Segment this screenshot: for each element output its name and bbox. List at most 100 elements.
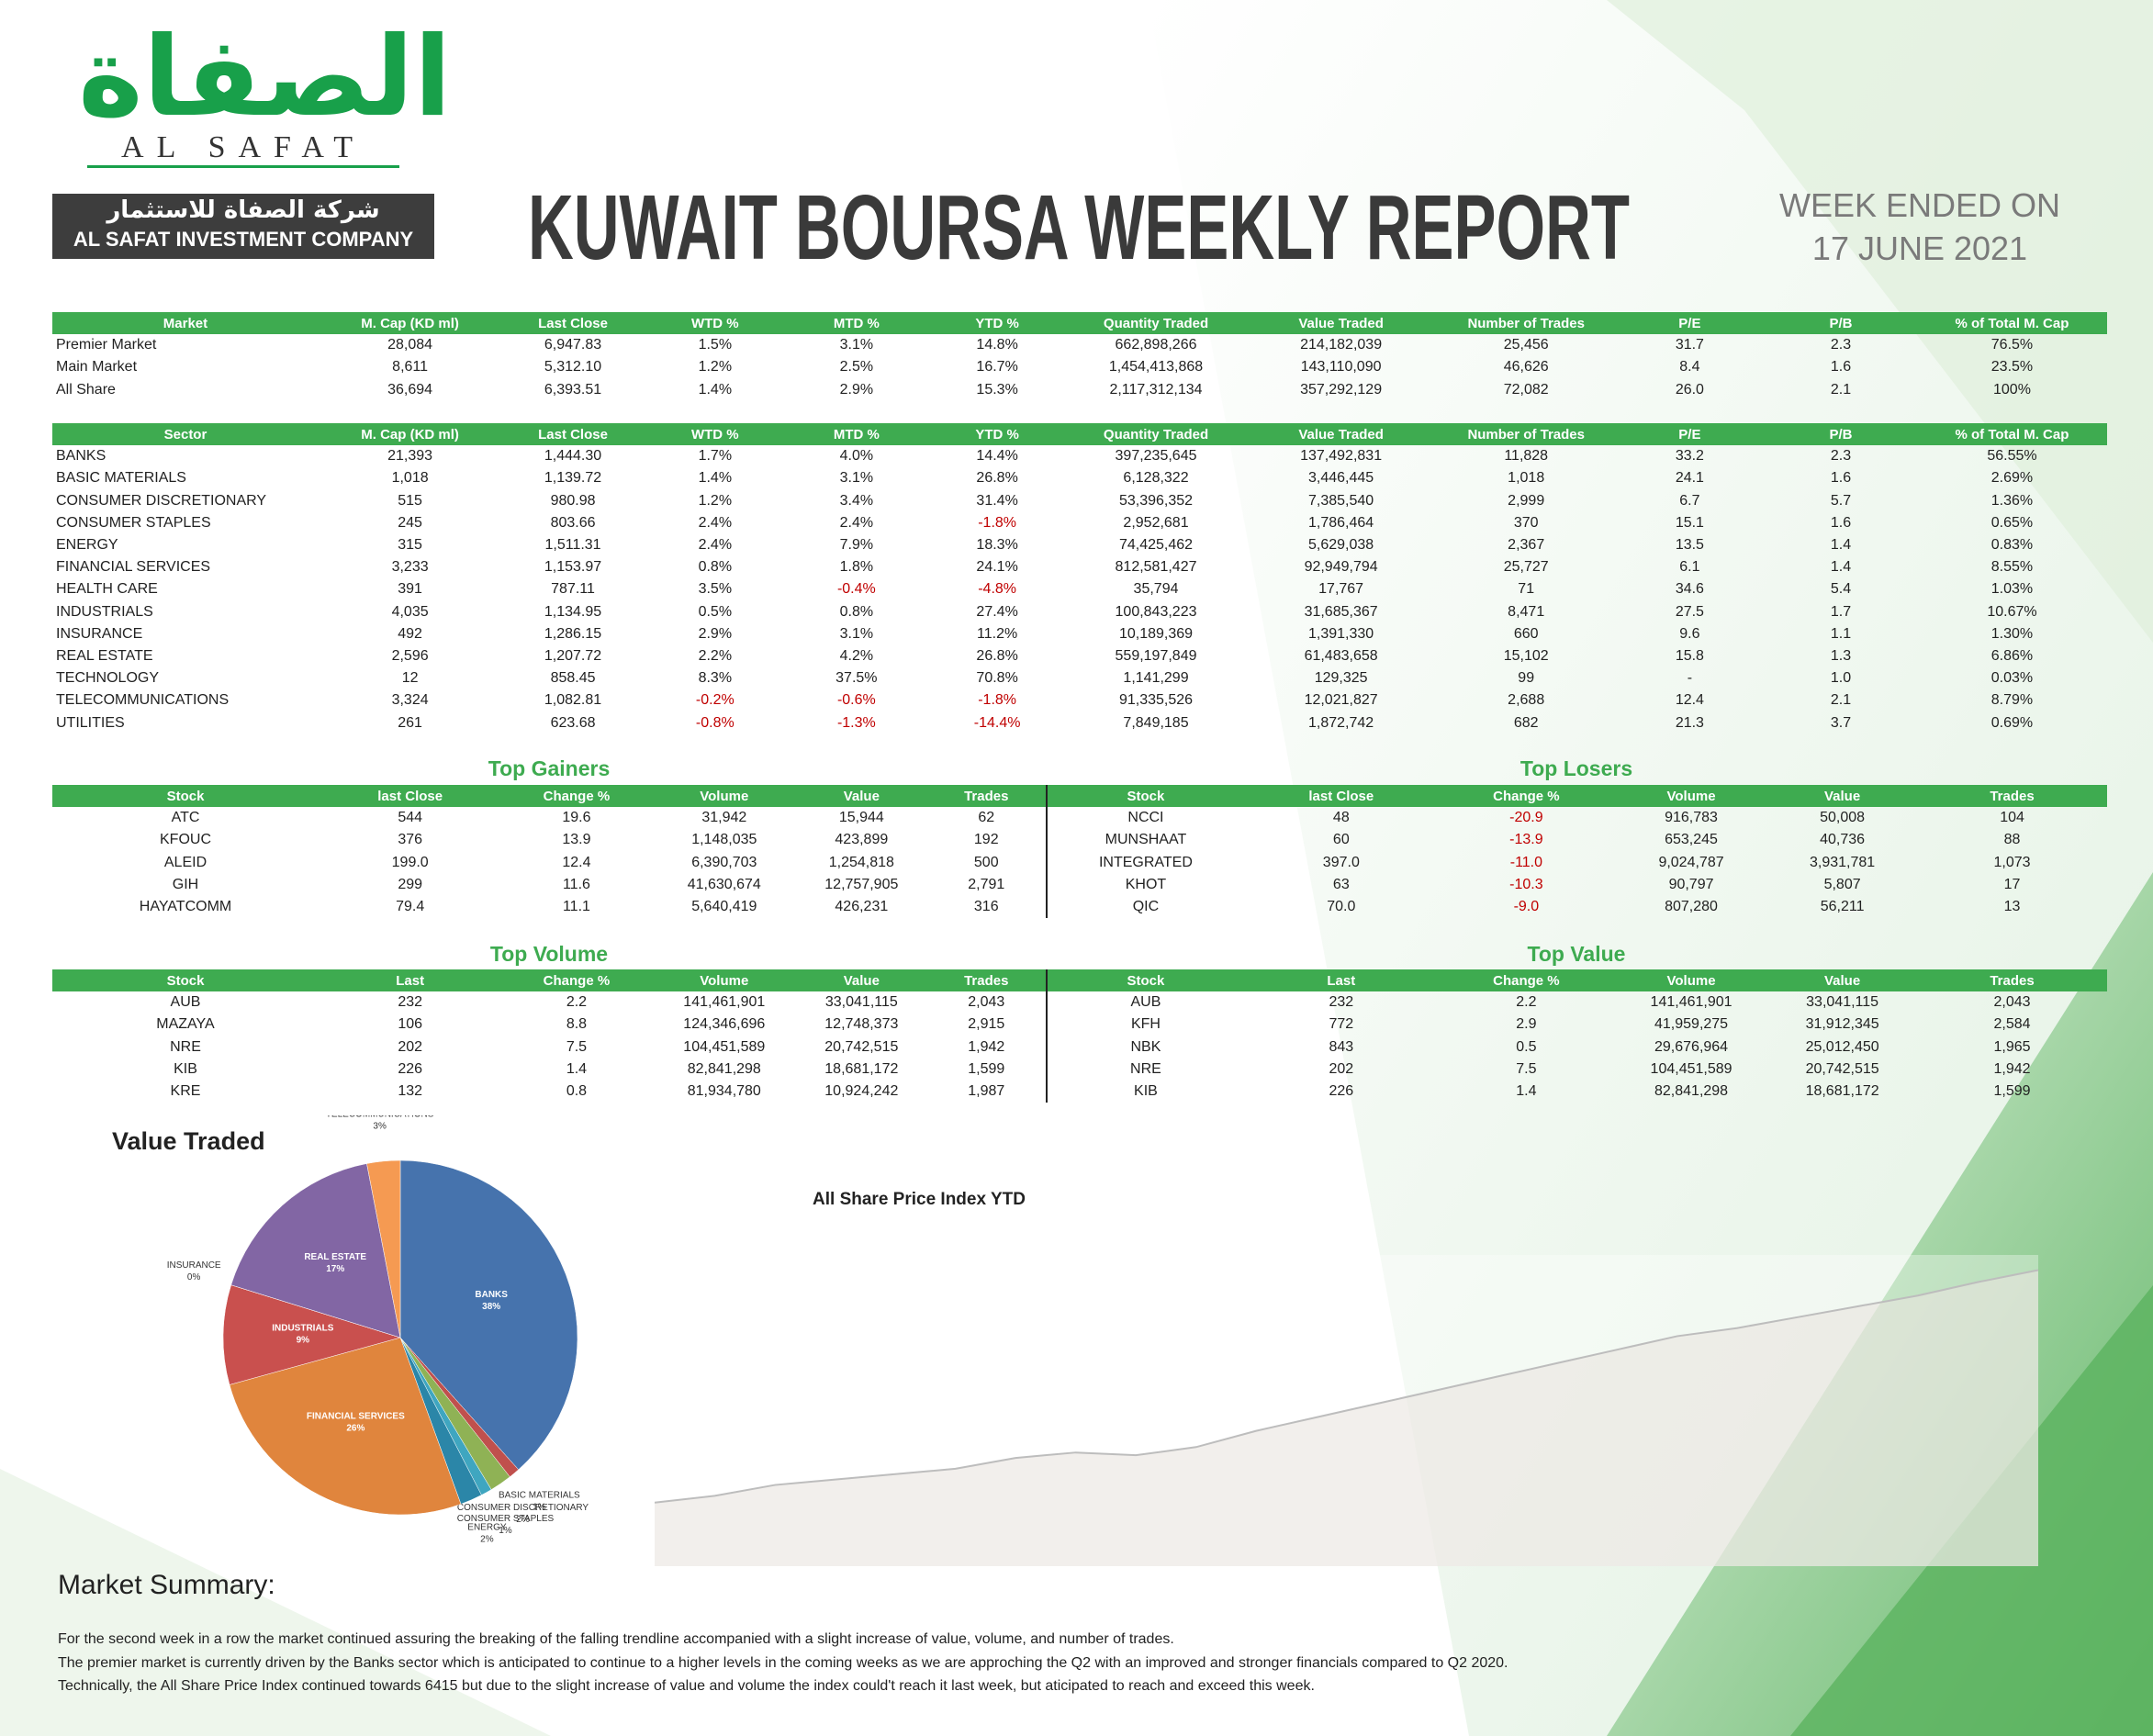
table-row: GIH 299 11.6 41,630,674 12,757,905 2,791 (52, 874, 1047, 896)
table-cell: 5.7 (1830, 492, 1852, 509)
column-header: last Close (1308, 788, 1374, 804)
table-cell: 2.5% (839, 359, 874, 375)
table-cell: 70.0 (1327, 899, 1356, 914)
table-cell: NCCI (1127, 810, 1164, 826)
table-cell: 1,511.31 (544, 537, 601, 553)
section-title: Top Losers (1519, 756, 1633, 780)
column-header: Value Traded (1298, 426, 1384, 442)
table-cell: 40,736 (1820, 832, 1866, 848)
table-cell: 82,841,298 (687, 1060, 761, 1077)
table-cell: 226 (398, 1060, 423, 1077)
table-cell: HAYATCOMM (139, 899, 232, 914)
table-cell: 772 (1329, 1016, 1354, 1033)
table-cell: 1.4 (1830, 537, 1852, 553)
table-cell: 34.6 (1675, 581, 1704, 598)
table-cell: 232 (1329, 994, 1354, 1011)
table-cell: 6.7 (1679, 492, 1700, 509)
slice-label: CONSUMER DISCRETIONARY (457, 1503, 589, 1513)
table-cell: 12.4 (562, 854, 591, 870)
table-cell: 79.4 (396, 899, 425, 914)
table-cell: 980.98 (550, 492, 596, 509)
table-cell: 13.9 (562, 832, 591, 848)
table-cell: ENERGY (56, 537, 118, 553)
report-title: KUWAIT BOURSA WEEKLY REPORT (528, 176, 1630, 275)
column-header: Trades (964, 972, 1009, 989)
table-cell: 1,942 (1993, 1060, 2031, 1077)
table-cell: 2.1 (1830, 381, 1852, 398)
table-cell: 5,807 (1823, 876, 1861, 892)
table-cell: 12.4 (1675, 692, 1704, 709)
table-cell: 1.4 (566, 1060, 588, 1077)
table-cell: 81,934,780 (687, 1083, 761, 1099)
table-cell: 56.55% (1987, 448, 2037, 465)
table-row: KRE 132 0.8 81,934,780 10,924,242 1,987 (52, 1081, 1047, 1103)
column-header: Volume (1666, 788, 1716, 804)
table-cell: 0.83% (1990, 537, 2034, 553)
table-cell: 41,630,674 (687, 876, 761, 892)
table-cell: 4.0% (839, 448, 874, 465)
table-cell: 1,391,330 (1308, 625, 1374, 642)
column-header: Volume (1666, 972, 1716, 989)
column-header: WTD % (690, 315, 739, 331)
table-cell: 35,794 (1133, 581, 1179, 598)
slice-value: 17% (326, 1264, 344, 1274)
table-cell: 53,396,352 (1118, 492, 1194, 509)
table-cell: 1,454,413,868 (1108, 359, 1204, 375)
table-cell: 36,694 (387, 381, 433, 398)
column-header: Change % (1493, 788, 1560, 804)
table-cell: -0.4% (836, 581, 876, 598)
table-cell: 2.4% (698, 514, 733, 531)
table-cell: CONSUMER STAPLES (56, 514, 211, 531)
company-box: شركة الصفاة للاستثمار AL SAFAT INVESTMEN… (52, 194, 434, 259)
table-cell: 41,959,275 (1654, 1016, 1729, 1033)
table-cell: 858.45 (550, 670, 596, 687)
table-cell: 11,828 (1504, 448, 1549, 465)
column-header: Change % (543, 972, 611, 989)
column-header: Last (1327, 972, 1356, 989)
column-header: Value (843, 972, 880, 989)
table-row: CONSUMER DISCRETIONARY 515 980.98 1.2% 3.4% 3… (52, 490, 2107, 512)
section-title: Top Gainers (488, 756, 611, 780)
table-cell: INTEGRATED (1098, 854, 1193, 870)
table-cell: 4,035 (391, 603, 429, 620)
table-cell: 2.2 (566, 994, 588, 1011)
table-cell: BANKS (56, 448, 107, 465)
slice-label: ENERGY (467, 1523, 507, 1533)
table-cell: 357,292,129 (1300, 381, 1383, 398)
table-cell: 1,139.72 (544, 470, 602, 487)
table-row: ENERGY 315 1,511.31 2.4% 7.9% 18.3% 74,425,462… (52, 534, 2107, 556)
table-cell: 1,786,464 (1308, 514, 1374, 531)
table-row: INDUSTRIALS 4,035 1,134.95 0.5% 0.8% 27.4% 100… (52, 601, 2107, 623)
table-cell: 9.6 (1679, 625, 1700, 642)
pie-slice (222, 1284, 401, 1385)
logo-arabic: الصفاة (78, 14, 452, 141)
table-cell: 1,599 (1993, 1083, 2031, 1099)
table-cell: 1.2% (698, 492, 733, 509)
table-cell: 1.6 (1830, 514, 1852, 531)
column-header: Sector (163, 426, 207, 442)
column-header: Last Close (538, 315, 608, 331)
table-cell: 17 (2003, 876, 2021, 892)
table-cell: QIC (1132, 899, 1160, 914)
table-cell: 12,748,373 (824, 1016, 899, 1033)
table-cell: 13 (2003, 899, 2021, 914)
table-row: MUNSHAAT 60 -13.9 653,245 40,736 88 (1047, 829, 2107, 851)
table-cell: KFH (1130, 1016, 1161, 1033)
table-cell: 18.3% (976, 537, 1018, 553)
table-cell: 1.6 (1830, 359, 1852, 375)
table-cell: 6,947.83 (544, 337, 602, 353)
table-cell: 14.4% (976, 448, 1018, 465)
title-box: KUWAIT BOURSA WEEKLY REPORT (528, 176, 1630, 275)
table-cell: AUB (1130, 994, 1161, 1011)
table-cell: 0.5 (1516, 1038, 1537, 1055)
table-cell: 15,102 (1503, 648, 1549, 664)
table-cell: 106 (398, 1016, 423, 1033)
table-cell: 316 (973, 899, 999, 914)
table-cell: All Share (56, 381, 116, 398)
table-cell: 214,182,039 (1300, 337, 1383, 353)
table-cell: MAZAYA (156, 1016, 215, 1033)
table-row: NCCI 48 -20.9 916,783 50,008 104 (1047, 807, 2107, 829)
table-cell: 0.8% (839, 603, 874, 620)
table-cell: CONSUMER DISCRETIONARY (56, 492, 267, 509)
table-cell: 397.0 (1322, 854, 1360, 870)
